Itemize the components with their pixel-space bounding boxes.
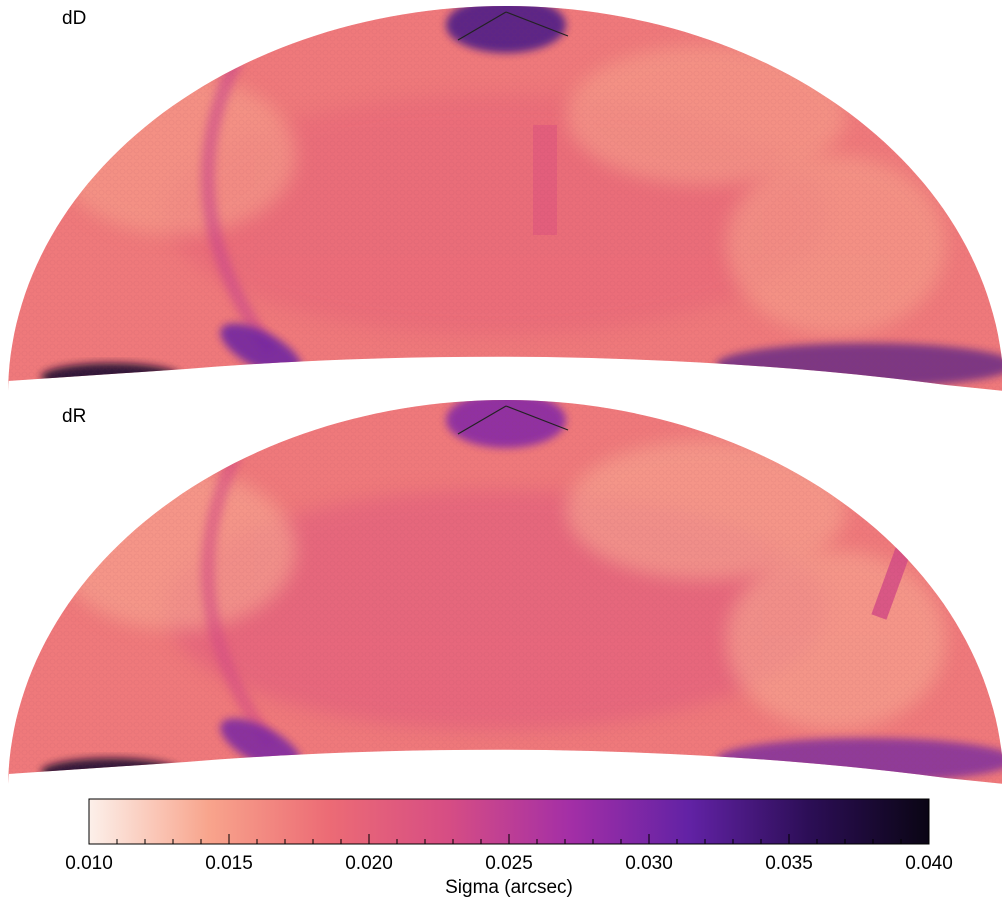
colorbar-tick-labels: 0.010 0.015 0.020 0.025 0.030 0.035 0.040 <box>65 853 953 874</box>
colorbar-ticks <box>88 834 930 844</box>
pole-line <box>505 11 569 37</box>
pole-line <box>457 11 507 41</box>
panel-label-dD: dD <box>62 8 86 29</box>
colorbar-tick-label: 0.010 <box>65 853 113 874</box>
colorbar-tick-label: 0.025 <box>485 853 533 874</box>
colorbar-tick-label: 0.015 <box>205 853 253 874</box>
map-panel-dD: dD <box>8 6 1002 391</box>
tile-texture <box>8 6 1002 391</box>
map-overlay-dD <box>457 11 569 41</box>
pole-line <box>457 405 507 435</box>
tile-texture <box>8 400 1002 784</box>
colorbar-tick-label: 0.035 <box>765 853 813 874</box>
map-overlay-dR <box>457 405 569 435</box>
map-body-dD <box>8 6 1002 391</box>
colorbar-tick-label: 0.020 <box>345 853 393 874</box>
panel-label-dR: dR <box>62 406 86 427</box>
map-panel-dR: dR <box>8 400 1002 784</box>
colorbar-tick-label: 0.040 <box>905 853 953 874</box>
colorbar-title: Sigma (arcsec) <box>445 877 573 898</box>
map-body-dR <box>8 400 1002 784</box>
colorbar: 0.010 0.015 0.020 0.025 0.030 0.035 0.040 Sigm… <box>65 798 953 898</box>
colorbar-tick-label: 0.030 <box>625 853 673 874</box>
pole-line <box>505 405 569 431</box>
